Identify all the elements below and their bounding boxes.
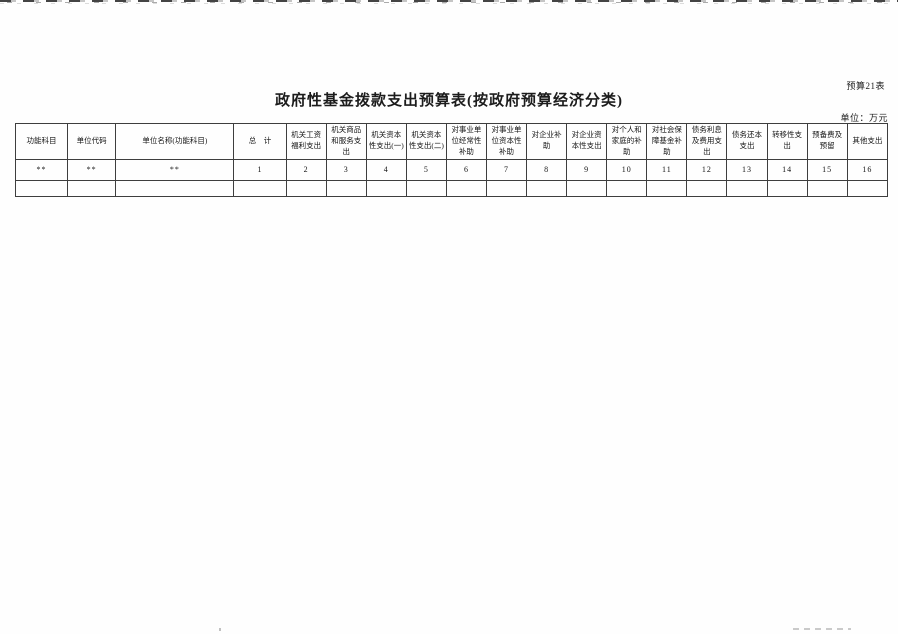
index-cell: 10	[606, 158, 648, 181]
data-cell	[846, 179, 889, 197]
scan-speck	[219, 628, 221, 631]
header-cell: 对个人和家庭的补助	[606, 123, 648, 160]
data-cell	[365, 179, 407, 197]
empty-data-row	[14, 179, 889, 197]
data-cell	[646, 179, 688, 197]
index-cell: 9	[566, 158, 608, 181]
index-cell: 8	[526, 158, 568, 181]
index-cell: **	[67, 158, 117, 181]
header-cell: 机关工资福利支出	[285, 123, 327, 160]
scan-speck	[793, 628, 851, 630]
index-cell: 6	[445, 158, 487, 181]
data-cell	[485, 179, 528, 197]
index-cell: 2	[285, 158, 327, 181]
data-cell	[766, 179, 808, 197]
index-cell: 12	[686, 158, 728, 181]
form-number-label: 预算21表	[846, 81, 885, 91]
index-cell: 7	[485, 158, 528, 181]
data-cell	[445, 179, 487, 197]
header-cell: 对企业资本性支出	[566, 123, 608, 160]
index-cell: 16	[846, 158, 889, 181]
data-cell	[566, 179, 608, 197]
data-cell	[405, 179, 447, 197]
index-cell: **	[115, 158, 235, 181]
data-cell	[325, 179, 367, 197]
index-cell: 13	[726, 158, 768, 181]
header-cell: 债务利息及费用支出	[686, 123, 728, 160]
header-cell: 单位代码	[67, 123, 117, 160]
data-cell	[233, 179, 287, 197]
index-cell: 1	[233, 158, 287, 181]
header-cell: 功能科目	[14, 123, 69, 160]
scan-edge-artifact	[0, 0, 898, 5]
table-header-row: 功能科目 单位代码 单位名称(功能科目) 总 计 机关工资福利支出 机关商品和服…	[14, 123, 889, 160]
data-cell	[726, 179, 768, 197]
header-cell: 对社会保障基金补助	[646, 123, 688, 160]
header-cell: 其他支出	[846, 123, 889, 160]
data-cell	[526, 179, 568, 197]
data-cell	[285, 179, 327, 197]
budget-table: 功能科目 单位代码 单位名称(功能科目) 总 计 机关工资福利支出 机关商品和服…	[14, 123, 889, 197]
header-cell: 机关资本性支出(二)	[405, 123, 447, 160]
data-cell	[606, 179, 648, 197]
header-cell: 预备费及预留	[806, 123, 848, 160]
index-cell: 14	[766, 158, 808, 181]
header-cell: 债务还本支出	[726, 123, 768, 160]
unit-note: 单位：万元	[840, 113, 888, 123]
header-cell: 对事业单位经常性补助	[445, 123, 487, 160]
index-cell: 5	[405, 158, 447, 181]
index-cell: 3	[325, 158, 367, 181]
index-cell: 15	[806, 158, 848, 181]
header-cell: 单位名称(功能科目)	[115, 123, 235, 160]
data-cell	[806, 179, 848, 197]
header-cell: 转移性支出	[766, 123, 808, 160]
header-cell: 对事业单位资本性补助	[485, 123, 528, 160]
header-cell: 对企业补助	[526, 123, 568, 160]
data-cell	[115, 179, 235, 197]
data-cell	[67, 179, 117, 197]
header-cell: 机关资本性支出(一)	[365, 123, 407, 160]
column-index-row: ** ** ** 1 2 3 4 5 6 7 8 9 10 11 12 13 1…	[14, 158, 889, 181]
index-cell: 11	[646, 158, 688, 181]
data-cell	[686, 179, 728, 197]
page-title: 政府性基金拨款支出预算表(按政府预算经济分类)	[275, 93, 623, 109]
header-cell: 总 计	[233, 123, 287, 160]
data-cell	[14, 179, 69, 197]
index-cell: **	[14, 158, 69, 181]
header-cell: 机关商品和服务支出	[325, 123, 367, 160]
index-cell: 4	[365, 158, 407, 181]
